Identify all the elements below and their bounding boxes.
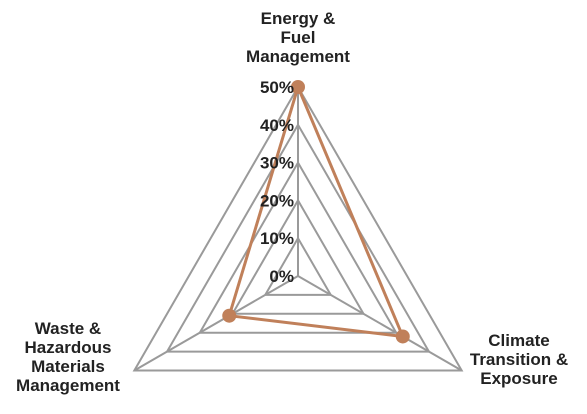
data-point-0-1 xyxy=(395,329,410,344)
radial-tick-labels: 0% 10% 20% 30% 40% 50% xyxy=(260,78,294,286)
axis-spoke-1 xyxy=(297,275,463,372)
radar-series xyxy=(222,80,410,344)
category-label-2-line-1: Hazardous xyxy=(25,338,112,357)
grid-ring-1 xyxy=(263,236,333,296)
grid-ring-2 xyxy=(230,198,366,315)
axis-spoke-2 xyxy=(133,275,299,372)
category-label-2-line-0: Waste & xyxy=(35,319,101,338)
category-label-1-line-1: Transition & xyxy=(470,350,568,369)
category-label-0-line-2: Management xyxy=(246,47,350,66)
data-point-0-0 xyxy=(291,80,305,94)
category-label-2-line-3: Management xyxy=(16,376,120,395)
series-line-0 xyxy=(227,85,405,338)
category-label-0-line-1: Fuel xyxy=(281,28,316,47)
radar-grid xyxy=(132,85,464,372)
tick-label-0: 0% xyxy=(269,267,294,286)
category-label-1-line-2: Exposure xyxy=(480,369,557,388)
category-label-2: Waste & Hazardous Materials Management xyxy=(16,319,120,395)
data-point-0-2 xyxy=(222,308,237,323)
tick-label-3: 30% xyxy=(260,154,294,173)
category-label-1-line-0: Climate xyxy=(488,331,549,350)
grid-ring-4 xyxy=(165,122,431,353)
category-label-1: Climate Transition & Exposure xyxy=(470,331,568,388)
tick-label-4: 40% xyxy=(260,116,294,135)
category-label-2-line-2: Materials xyxy=(31,357,105,376)
category-label-0-line-0: Energy & xyxy=(261,9,336,28)
tick-label-5: 50% xyxy=(260,78,294,97)
tick-label-2: 20% xyxy=(260,191,294,210)
grid-ring-5 xyxy=(132,85,464,372)
category-label-0: Energy & Fuel Management xyxy=(246,9,350,66)
tick-label-1: 10% xyxy=(260,229,294,248)
